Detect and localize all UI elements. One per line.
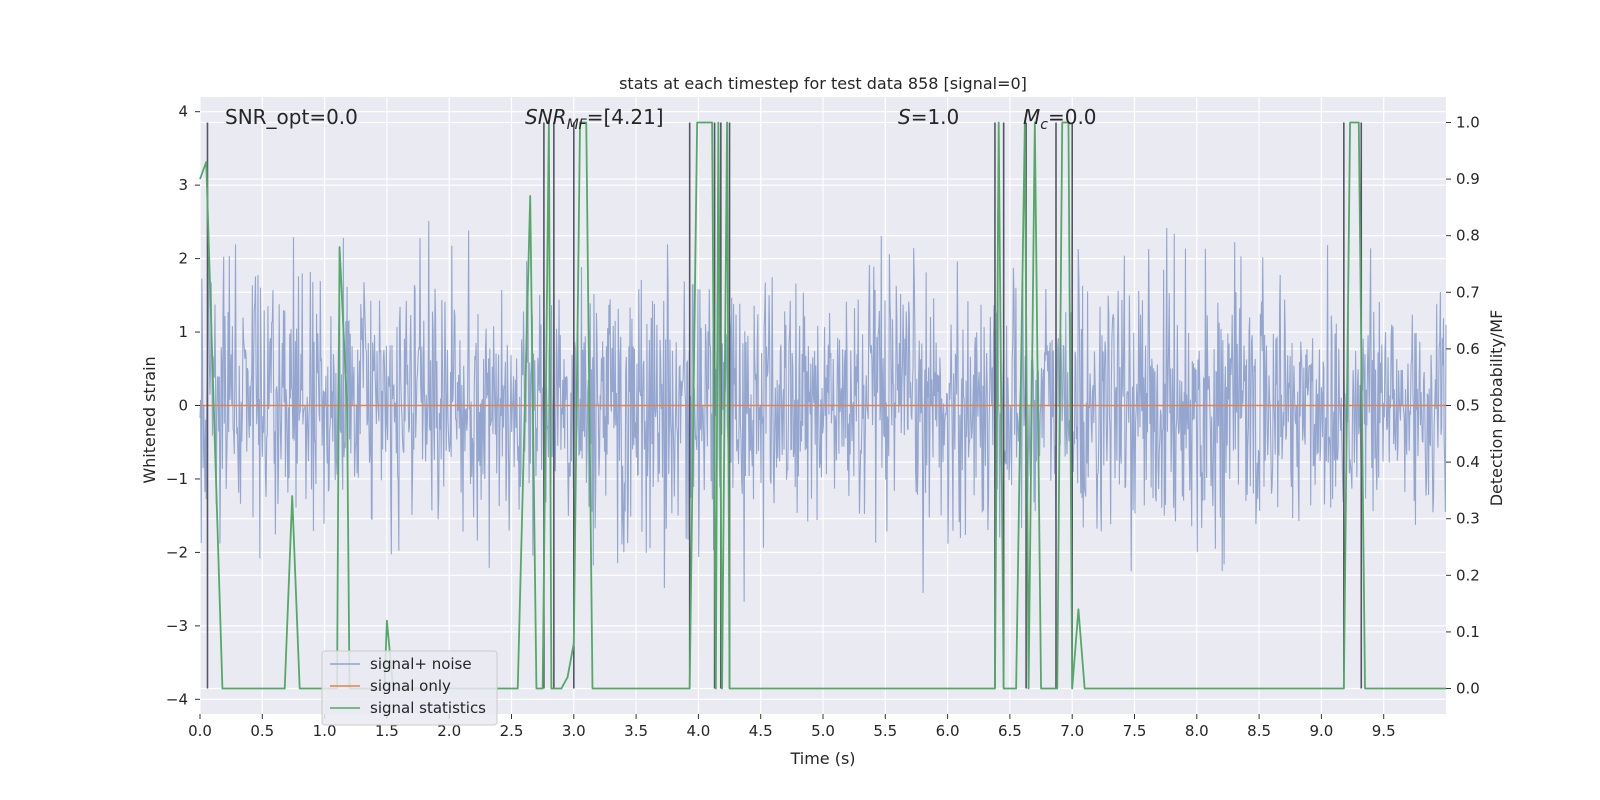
- annotation-mc-subscript: c: [1040, 117, 1048, 133]
- x-tick-label-7: 3.5: [624, 722, 648, 740]
- axes: 0.0 0.5 1.0 1.5 2.0 2.5 3.0 3.5 4.0 4.5 5.0 5.5 6.0 6…: [166, 103, 1480, 740]
- y2-tick-label-3: 0.3: [1456, 510, 1480, 528]
- legend-label-signal-noise: signal+ noise: [370, 655, 472, 673]
- y-tick-label-7: 3: [178, 176, 188, 194]
- x-tick-label-1: 0.5: [250, 722, 274, 740]
- legend-label-signal-statistics: signal statistics: [370, 699, 486, 717]
- annotation-mc: Mc=0.0: [1023, 105, 1097, 133]
- x-tick-label-13: 6.5: [998, 722, 1022, 740]
- x-tick-label-11: 5.5: [873, 722, 897, 740]
- x-tick-label-6: 3.0: [562, 722, 586, 740]
- y2-tick-label-8: 0.8: [1456, 227, 1480, 245]
- x-tick-label-17: 8.5: [1247, 722, 1271, 740]
- signal-noise-line: [199, 192, 1447, 602]
- x-tick-label-18: 9.0: [1309, 722, 1333, 740]
- signal-noise-series: [199, 192, 1447, 602]
- y-tick-label-8: 4: [178, 103, 188, 121]
- annotation-mc-symbol: M: [1023, 105, 1040, 129]
- y2-tick-label-5: 0.5: [1456, 397, 1480, 415]
- event-lines: [206, 122, 1363, 689]
- y2-tick-label-7: 0.7: [1456, 283, 1480, 301]
- y-tick-label-3: −1: [166, 470, 188, 488]
- x-tick-label-2: 1.0: [313, 722, 337, 740]
- annotation-snr-mf-value: =[4.21]: [587, 105, 664, 129]
- y-tick-label-2: −2: [166, 543, 188, 561]
- y-tick-label-1: −3: [166, 617, 188, 635]
- y2-tick-label-10: 1.0: [1456, 113, 1480, 131]
- y-tick-label-4: 0: [178, 397, 188, 415]
- y-tick-label-0: −4: [166, 690, 188, 708]
- x-tick-label-4: 2.0: [437, 722, 461, 740]
- annotation-s: S=1.0: [898, 105, 959, 129]
- x-tick-label-14: 7.0: [1060, 722, 1084, 740]
- x-tick-label-8: 4.0: [686, 722, 710, 740]
- y-tick-label-6: 2: [178, 250, 188, 268]
- chart-title: stats at each timestep for test data 858…: [619, 74, 1027, 93]
- y2-axis-label: Detection probability/MF: [1487, 310, 1506, 507]
- x-tick-label-3: 1.5: [375, 722, 399, 740]
- annotation-s-value: =1.0: [911, 105, 960, 129]
- y2-tick-label-4: 0.4: [1456, 453, 1480, 471]
- annotation-snr-mf-symbol: SNR: [525, 105, 567, 129]
- x-tick-label-9: 4.5: [749, 722, 773, 740]
- x-tick-label-12: 6.0: [936, 722, 960, 740]
- annotation-snr-opt: SNR_opt=0.0: [225, 105, 358, 129]
- annotation-snr-mf: SNRMF=[4.21]: [525, 105, 664, 133]
- legend: signal+ noise signal only signal statist…: [321, 650, 498, 726]
- y2-tick-label-6: 0.6: [1456, 340, 1480, 358]
- x-axis-label: Time (s): [789, 749, 855, 768]
- y-tick-label-5: 1: [178, 323, 188, 341]
- y2-tick-label-9: 0.9: [1456, 170, 1480, 188]
- y2-tick-label-0: 0.0: [1456, 680, 1480, 698]
- x-tick-label-10: 5.0: [811, 722, 835, 740]
- y-axis-label: Whitened strain: [140, 356, 159, 483]
- x-tick-label-16: 8.0: [1185, 722, 1209, 740]
- x-tick-label-15: 7.5: [1123, 722, 1147, 740]
- x-tick-label-5: 2.5: [500, 722, 524, 740]
- annotation-s-symbol: S: [898, 105, 911, 129]
- x-tick-label-19: 9.5: [1372, 722, 1396, 740]
- legend-box: [321, 650, 498, 726]
- annotation-snr-mf-subscript: MF: [567, 117, 588, 133]
- x-tick-label-0: 0.0: [188, 722, 212, 740]
- y2-tick-label-1: 0.1: [1456, 623, 1480, 641]
- annotation-mc-value: =0.0: [1048, 105, 1097, 129]
- y2-tick-label-2: 0.2: [1456, 566, 1480, 584]
- legend-label-signal-only: signal only: [370, 677, 451, 695]
